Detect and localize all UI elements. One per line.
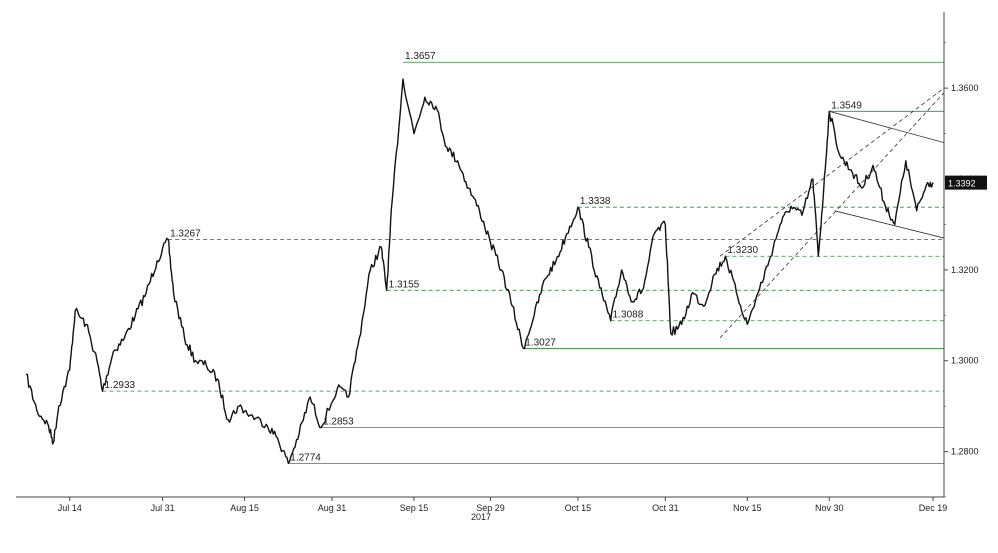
channel-lower-line (719, 92, 945, 339)
annotation-lines-layer: 1.3657 1.3549 1.3338 1.3267 1.3230 1.3155 1.30… (102, 51, 944, 464)
x-tick-label: Oct 15 (565, 503, 592, 513)
y-tick-label: 1.3200 (951, 265, 979, 275)
wedge-lower-line (834, 210, 945, 239)
x-tick-label: Nov 15 (733, 503, 762, 513)
level-label: 1.3230 (727, 245, 758, 256)
y-tick-label: 1.3000 (951, 356, 979, 366)
x-tick-label: Aug 15 (230, 503, 259, 513)
price-line (25, 78, 934, 465)
x-tick-label: Sep 15 (400, 503, 429, 513)
y-tick-label: 1.3600 (951, 83, 979, 93)
x-tick-label: Nov 30 (815, 503, 844, 513)
level-label: 1.3027 (525, 337, 556, 348)
x-tick-label: Jul 14 (58, 503, 82, 513)
trend-lines-layer (719, 87, 945, 339)
level-label: 1.3549 (831, 100, 862, 111)
channel-upper-line (719, 87, 945, 257)
level-label: 1.2853 (323, 416, 354, 427)
x-tick-label: Dec 19 (919, 503, 948, 513)
level-label: 1.3088 (613, 310, 644, 321)
level-label: 1.3338 (580, 196, 611, 207)
wedge-upper-line (829, 110, 945, 144)
level-label: 1.2933 (105, 380, 136, 391)
level-label: 1.3155 (389, 279, 420, 290)
last-price-box (945, 175, 987, 190)
y-tick-label: 1.2800 (951, 447, 979, 457)
level-label: 1.2774 (290, 452, 321, 463)
series-layer (25, 78, 934, 465)
x-tick-label: Sep 29 (476, 503, 505, 513)
level-label: 1.3267 (170, 228, 201, 239)
x-tick-label: Oct 31 (652, 503, 679, 513)
x-tick-label: Aug 31 (318, 503, 347, 513)
level-label: 1.3657 (405, 51, 436, 62)
x-tick-label: Jul 31 (151, 503, 175, 513)
year-label: 2017 (471, 512, 491, 522)
last-price-label: 1.3392 (948, 179, 976, 189)
